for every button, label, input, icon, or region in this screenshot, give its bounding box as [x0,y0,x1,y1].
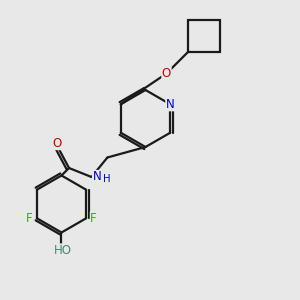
Text: O: O [162,67,171,80]
Text: N: N [92,170,101,184]
Text: O: O [52,136,62,150]
Text: F: F [26,212,33,225]
Text: HO: HO [54,244,72,257]
Text: N: N [166,98,175,111]
Text: H: H [103,173,111,184]
Text: F: F [90,212,97,225]
